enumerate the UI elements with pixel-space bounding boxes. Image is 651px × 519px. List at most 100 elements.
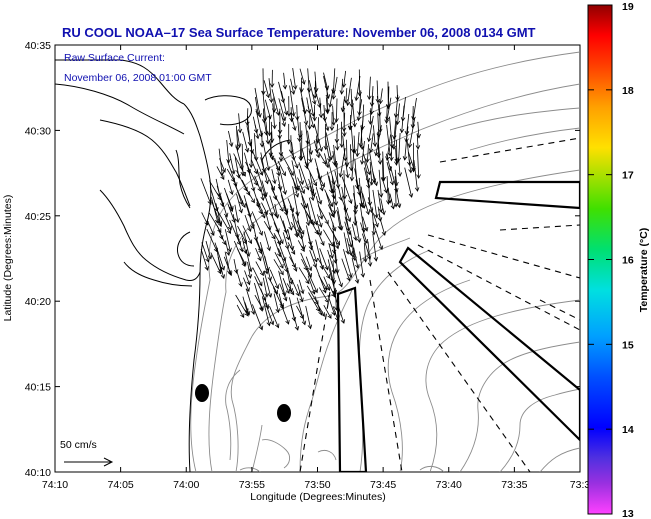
current-vector-head	[337, 225, 343, 231]
current-vector-head	[227, 225, 232, 231]
current-vector	[386, 124, 391, 156]
current-vector	[277, 160, 286, 176]
temperature-colorbar: 19 18 17 16 15 14 13 Temperature (°C)	[587, 1, 650, 519]
x-tick-label: 73:55	[239, 479, 265, 491]
current-vector-head	[281, 171, 286, 177]
current-vector	[290, 277, 300, 296]
current-vector	[339, 148, 346, 177]
current-vector	[342, 96, 346, 112]
current-vector	[236, 125, 239, 150]
current-vector	[346, 139, 348, 167]
current-vector-head	[295, 211, 300, 217]
current-vector	[289, 256, 296, 268]
current-vector-head	[236, 143, 242, 148]
current-vector-head	[231, 169, 236, 175]
current-vector	[278, 270, 286, 297]
current-vector	[308, 80, 316, 105]
current-vector-head	[282, 291, 287, 297]
current-vector-head	[238, 208, 243, 214]
current-vector-head	[402, 156, 408, 161]
current-vector	[251, 211, 263, 236]
current-vector-head	[302, 109, 307, 115]
current-vector	[287, 242, 296, 255]
current-vector	[377, 113, 380, 138]
current-vector	[350, 125, 354, 153]
current-vector	[307, 68, 310, 93]
current-vector-head	[326, 157, 332, 163]
x-tick-label: 73:35	[501, 479, 527, 491]
current-vector	[273, 232, 281, 245]
y-tick-label: 40:35	[25, 40, 51, 52]
current-vector-head	[338, 282, 343, 288]
current-vector-head	[299, 314, 304, 320]
current-vector-head	[220, 175, 225, 181]
current-vector	[282, 232, 289, 249]
current-vector	[290, 107, 293, 122]
current-vector-head	[324, 298, 329, 304]
current-vector	[300, 233, 305, 250]
current-vector	[367, 197, 373, 213]
current-vector	[261, 180, 267, 197]
current-vector-head	[394, 158, 400, 164]
current-vector-head	[345, 101, 351, 107]
current-vector	[271, 89, 280, 116]
current-vector	[315, 186, 322, 205]
current-vector-head	[363, 258, 368, 263]
current-vector	[290, 305, 299, 331]
current-vector	[408, 152, 415, 171]
current-vector	[252, 304, 263, 330]
current-vector	[236, 129, 241, 148]
current-vector-head	[304, 164, 309, 170]
current-vector-head	[291, 250, 296, 255]
current-vector-head	[283, 229, 288, 234]
current-vector	[254, 294, 264, 310]
current-vector	[354, 206, 356, 226]
current-vector-head	[374, 151, 379, 157]
current-vector	[297, 240, 305, 252]
current-vector	[354, 216, 360, 243]
current-vector	[236, 232, 243, 252]
current-vector-head	[240, 313, 245, 319]
current-vector	[260, 288, 269, 309]
current-vector	[278, 98, 286, 121]
current-vector-head	[301, 80, 306, 85]
marker-blob-1	[195, 384, 209, 402]
current-vector-head	[315, 153, 321, 159]
current-vector-head	[298, 156, 303, 162]
current-vector	[227, 203, 236, 223]
current-vector	[260, 186, 264, 201]
current-vector	[252, 188, 260, 208]
current-vector	[286, 270, 292, 293]
current-vector	[398, 132, 401, 162]
current-vector	[283, 72, 286, 89]
current-vector-head	[328, 155, 334, 161]
colorbar-tick-label: 19	[622, 1, 634, 13]
current-vector	[371, 96, 374, 115]
current-vector	[253, 133, 257, 161]
current-vector	[289, 205, 301, 233]
current-vector-head	[328, 103, 333, 108]
current-vector	[273, 259, 284, 275]
current-vector-head	[279, 263, 284, 269]
current-vector	[242, 296, 248, 313]
current-vector	[332, 151, 336, 165]
colorbar-tick-label: 18	[622, 85, 634, 97]
current-vector	[350, 88, 353, 108]
current-vector	[379, 104, 381, 133]
current-vector-head	[219, 235, 224, 240]
current-vector-head	[207, 200, 212, 205]
current-vector-head	[330, 213, 335, 218]
current-vector	[386, 107, 388, 124]
current-vector-head	[366, 170, 371, 176]
current-vector	[406, 113, 410, 135]
current-vector	[382, 179, 387, 193]
current-vector-head	[294, 326, 300, 331]
current-vector	[417, 121, 420, 138]
current-vector-head	[331, 94, 337, 100]
current-vector	[242, 131, 249, 152]
current-vector-head	[285, 289, 290, 294]
current-vector	[290, 113, 296, 131]
current-vector	[345, 88, 348, 103]
current-vector	[254, 175, 262, 192]
current-vector	[385, 153, 392, 171]
